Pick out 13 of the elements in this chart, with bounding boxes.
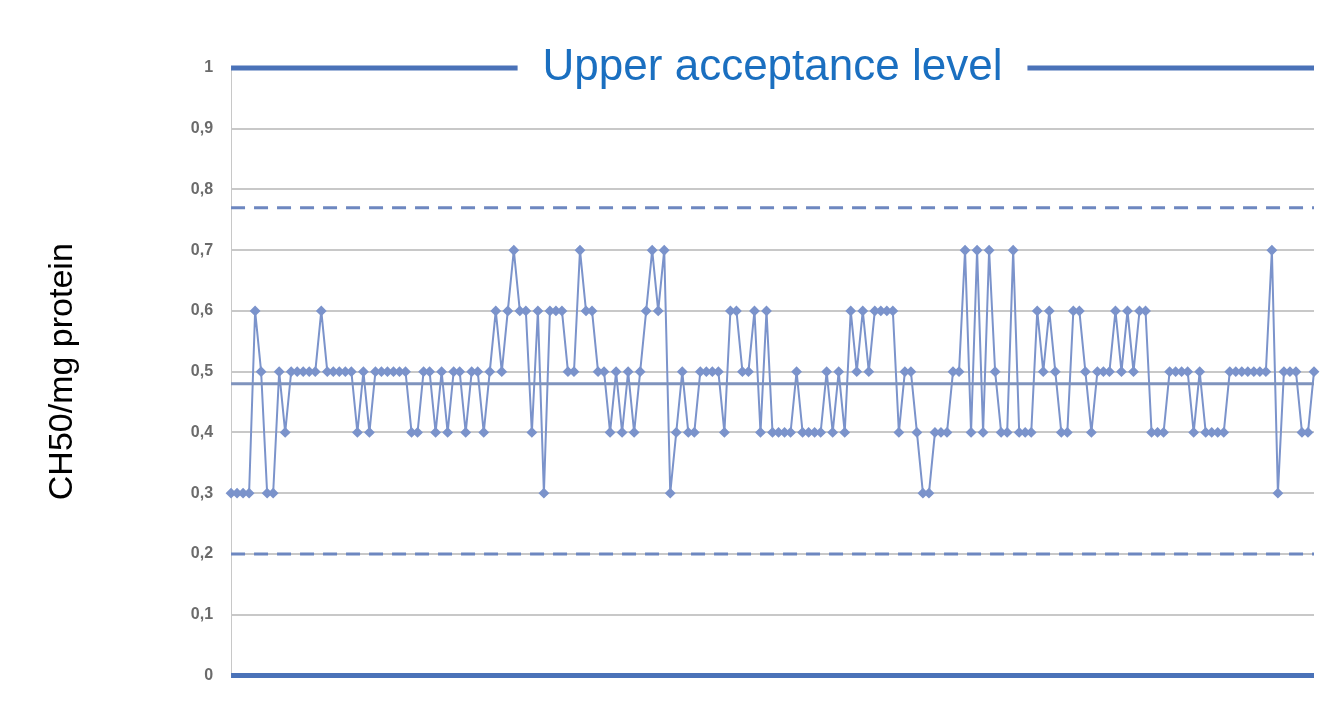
y-tick-label: 0,3 — [190, 483, 214, 501]
y-tick-label: 0,1 — [190, 605, 214, 623]
y-tick-label: 0,4 — [190, 422, 214, 440]
y-tick-label: 0 — [204, 665, 214, 683]
y-tick-label: 1 — [204, 58, 214, 76]
y-tick-label: 0,8 — [190, 179, 214, 197]
y-tick-label: 0,5 — [190, 362, 214, 380]
y-tick-label: 0,6 — [190, 301, 214, 319]
y-tick-label: 0,9 — [190, 119, 214, 137]
y-tick-label: 0,7 — [190, 240, 214, 258]
y-axis-title: CH50/mg protein — [40, 243, 79, 501]
y-tick-label: 0,2 — [190, 544, 214, 562]
ref-line-label: Upper acceptance level — [542, 40, 1003, 90]
